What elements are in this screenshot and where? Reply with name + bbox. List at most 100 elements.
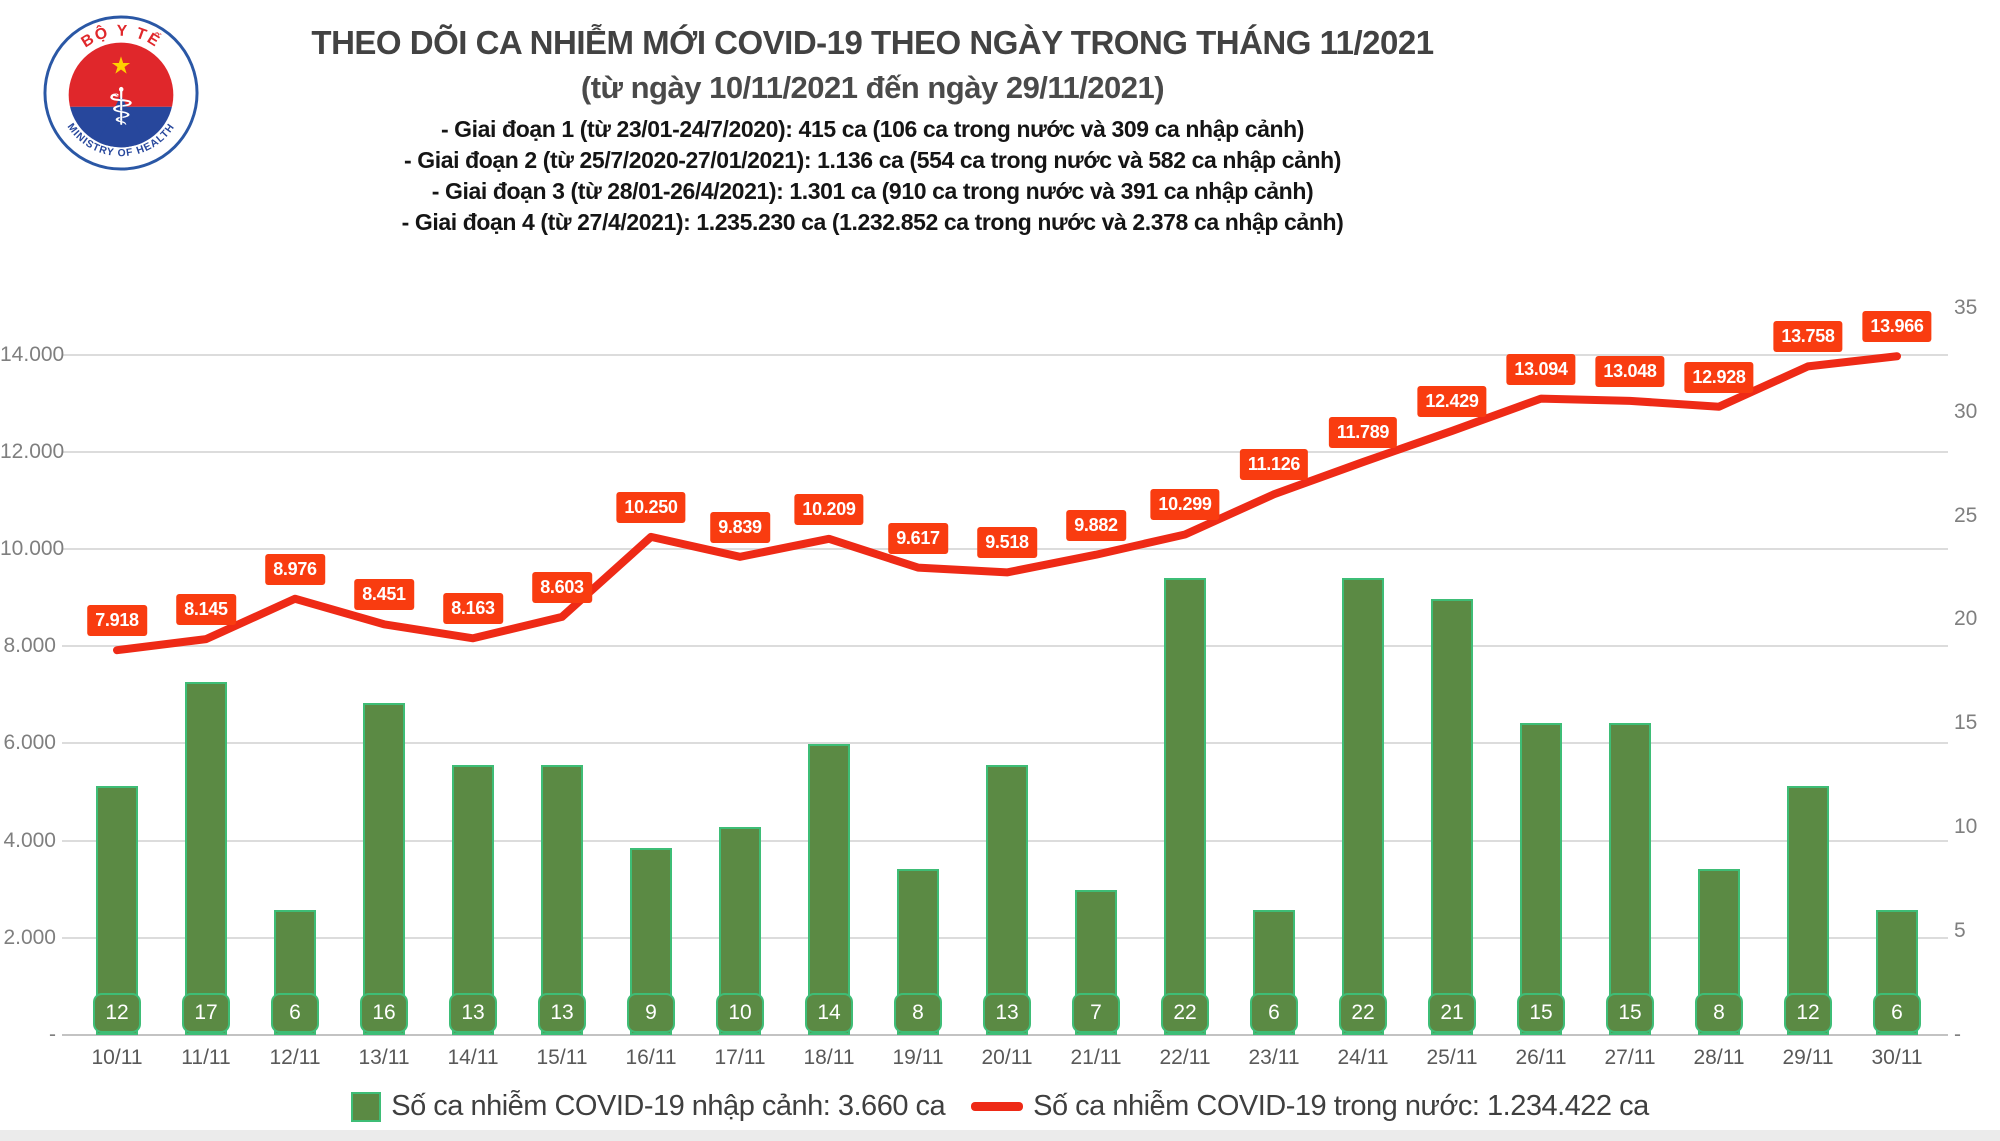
chart-header: THEO DÕI CA NHIỄM MỚI COVID-19 THEO NGÀY… — [0, 0, 1745, 238]
gridline — [62, 645, 1948, 648]
chart-legend: Số ca nhiễm COVID-19 nhập cảnh: 3.660 ca… — [0, 1090, 2000, 1123]
bar-18/11 — [808, 744, 850, 1035]
legend-line-swatch — [971, 1102, 1024, 1111]
legend-line-label: Số ca nhiễm COVID-19 trong nước: 1.234.4… — [1033, 1090, 1649, 1122]
bar-value-label-17/11: 10 — [716, 993, 764, 1033]
bar-value-label-12/11: 6 — [271, 993, 319, 1033]
bar-value-label-20/11: 13 — [983, 993, 1031, 1033]
line-value-label-15/11: 8.603 — [532, 571, 592, 603]
x-axis-label-30/11: 30/11 — [1871, 1046, 1923, 1069]
bar-value-label-29/11: 12 — [1784, 993, 1832, 1033]
right-axis-tick: 20 — [1954, 607, 1978, 631]
line-value-label-10/11: 7.918 — [87, 605, 147, 637]
bar-value-label-21/11: 7 — [1072, 993, 1120, 1033]
line-value-label-28/11: 12.928 — [1684, 361, 1754, 393]
line-value-label-24/11: 11.789 — [1328, 417, 1398, 449]
x-axis-label-26/11: 26/11 — [1515, 1046, 1567, 1069]
bar-26/11 — [1520, 723, 1562, 1035]
bar-value-label-14/11: 13 — [449, 993, 497, 1033]
chart-subtitle: (từ ngày 10/11/2021 đến ngày 29/11/2021) — [580, 70, 1165, 105]
left-axis-tick: 2.000 — [3, 925, 56, 949]
bottom-strip — [0, 1130, 2000, 1141]
bar-value-label-23/11: 6 — [1250, 993, 1298, 1033]
x-axis-label-16/11: 16/11 — [625, 1046, 677, 1069]
bar-22/11 — [1164, 577, 1206, 1035]
legend-item-imported: Số ca nhiễm COVID-19 nhập cảnh: 3.660 ca — [351, 1090, 946, 1123]
gridline — [62, 353, 1948, 356]
bar-value-label-27/11: 15 — [1606, 993, 1654, 1033]
phase-1-line: - Giai đoạn 1 (từ 23/01-24/7/2020): 415 … — [440, 116, 1305, 142]
x-axis-label-17/11: 17/11 — [714, 1046, 766, 1069]
legend-item-domestic: Số ca nhiễm COVID-19 trong nước: 1.234.4… — [971, 1090, 1649, 1123]
x-axis-label-29/11: 29/11 — [1782, 1046, 1834, 1069]
legend-bar-swatch — [351, 1091, 382, 1122]
line-value-label-16/11: 10.250 — [616, 491, 686, 523]
bar-value-label-30/11: 6 — [1873, 993, 1921, 1033]
bar-25/11 — [1431, 598, 1473, 1035]
bar-value-label-18/11: 14 — [805, 993, 853, 1033]
bar-value-label-24/11: 22 — [1339, 993, 1387, 1033]
logo-star-icon: ★ — [110, 51, 131, 79]
line-value-label-17/11: 9.839 — [710, 511, 770, 543]
x-axis-label-22/11: 22/11 — [1159, 1046, 1211, 1069]
right-axis-tick: 5 — [1954, 919, 1966, 943]
bar-value-label-11/11: 17 — [182, 993, 230, 1033]
bar-value-label-26/11: 15 — [1517, 993, 1565, 1033]
phase-3-line: - Giai đoạn 3 (từ 28/01-26/4/2021): 1.30… — [431, 178, 1314, 204]
x-axis-label-28/11: 28/11 — [1693, 1046, 1745, 1069]
x-axis-label-27/11: 27/11 — [1604, 1046, 1656, 1069]
legend-bar-label: Số ca nhiễm COVID-19 nhập cảnh: 3.660 ca — [391, 1090, 946, 1122]
left-axis-tick: - — [49, 1023, 56, 1046]
bar-value-label-28/11: 8 — [1695, 993, 1743, 1033]
chart-title: THEO DÕI CA NHIỄM MỚI COVID-19 THEO NGÀY… — [311, 24, 1434, 61]
bar-11/11 — [185, 681, 227, 1035]
left-axis-tick: 10.000 — [0, 537, 65, 560]
bar-value-label-22/11: 22 — [1161, 993, 1209, 1033]
line-value-label-12/11: 8.976 — [265, 553, 325, 585]
x-axis-label-10/11: 10/11 — [91, 1046, 143, 1069]
line-value-label-30/11: 13.966 — [1862, 311, 1932, 343]
bar-15/11 — [541, 764, 583, 1035]
x-axis-label-18/11: 18/11 — [803, 1046, 855, 1069]
x-axis-label-12/11: 12/11 — [269, 1046, 321, 1069]
right-axis-tick: - — [1954, 1023, 1961, 1046]
line-value-label-21/11: 9.882 — [1066, 509, 1126, 541]
bar-13/11 — [363, 702, 405, 1035]
ministry-of-health-logo: ★ ⚕ BỘ Y TẾ MINISTRY OF HEALTH — [43, 15, 199, 171]
right-axis-tick: 25 — [1954, 503, 1978, 527]
bar-24/11 — [1342, 577, 1384, 1035]
x-axis-label-21/11: 21/11 — [1070, 1046, 1122, 1069]
bar-value-label-13/11: 16 — [360, 993, 408, 1033]
x-axis-label-24/11: 24/11 — [1337, 1046, 1389, 1069]
line-value-label-14/11: 8.163 — [443, 593, 503, 625]
left-axis-tick: 12.000 — [0, 439, 65, 463]
line-value-label-19/11: 9.617 — [888, 522, 948, 554]
x-axis-label-20/11: 20/11 — [981, 1046, 1033, 1069]
bar-value-label-16/11: 9 — [627, 993, 675, 1033]
right-axis-tick: 35 — [1954, 295, 1978, 319]
x-axis-label-23/11: 23/11 — [1248, 1046, 1300, 1069]
x-axis-line — [62, 1034, 1948, 1036]
line-value-label-26/11: 13.094 — [1506, 353, 1576, 385]
line-value-label-25/11: 12.429 — [1417, 385, 1487, 417]
bar-value-label-15/11: 13 — [538, 993, 586, 1033]
left-axis-tick: 6.000 — [3, 731, 56, 755]
left-axis-tick: 14.000 — [0, 342, 65, 366]
line-value-label-23/11: 11.126 — [1239, 449, 1309, 481]
x-axis-label-15/11: 15/11 — [536, 1046, 588, 1069]
gridline — [62, 450, 1948, 453]
x-axis-label-14/11: 14/11 — [447, 1046, 499, 1069]
right-axis-tick: 10 — [1954, 815, 1978, 839]
x-axis-label-13/11: 13/11 — [358, 1046, 410, 1069]
bar-27/11 — [1609, 723, 1651, 1035]
x-axis-label-25/11: 25/11 — [1426, 1046, 1478, 1069]
phase-4-line: - Giai đoạn 4 (từ 27/4/2021): 1.235.230 … — [401, 209, 1344, 235]
bar-value-label-25/11: 21 — [1428, 993, 1476, 1033]
right-axis-tick: 30 — [1954, 399, 1978, 423]
caduceus-icon: ⚕ — [107, 78, 135, 138]
gridline — [62, 742, 1948, 745]
line-value-label-11/11: 8.145 — [176, 594, 236, 626]
bar-20/11 — [986, 764, 1028, 1035]
